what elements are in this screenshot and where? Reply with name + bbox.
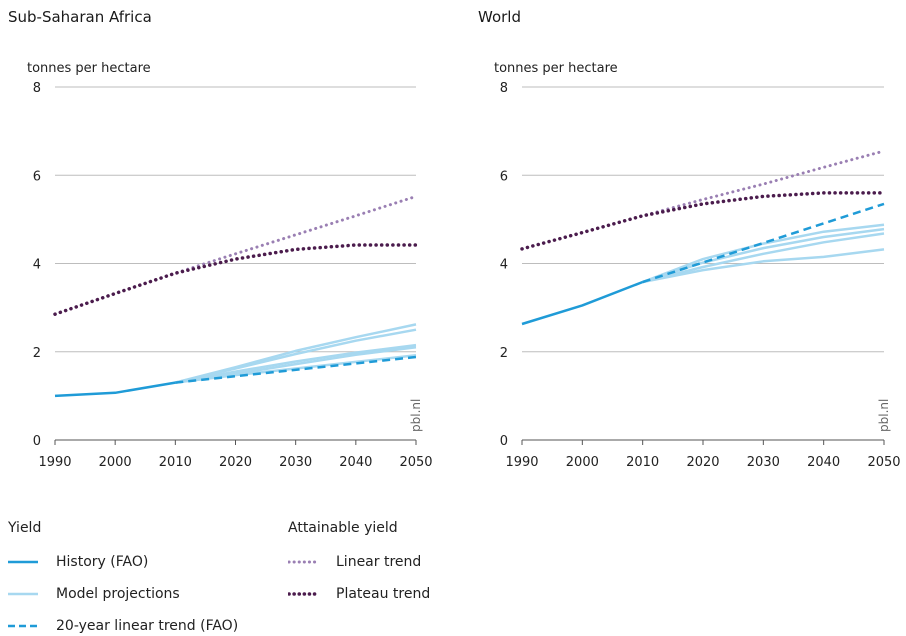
y-tick-label-4: 4 [500, 258, 508, 273]
legend-item-model-projections: Model projections [8, 584, 180, 604]
legend-heading-yield: Yield [8, 520, 42, 536]
legend-swatch-plateau-trend [288, 592, 318, 596]
x-tick-label-2050: 2050 [399, 455, 432, 470]
series-plateau-trend-8 [53, 243, 418, 316]
legend-label-model-projections: Model projections [56, 586, 180, 602]
legend-item-plateau-trend: Plateau trend [288, 584, 430, 604]
x-tick-label-2000: 2000 [99, 455, 132, 470]
chart-ssa: 0 2 4 6 8 1990 2000 2010 2020 2030 2040 2050 tonnes … [27, 61, 433, 470]
legend-item-linear-trend-fao: 20-year linear trend (FAO) [8, 616, 238, 636]
y-tick-label-6: 6 [500, 169, 508, 184]
series-20-year-linear-trend-fao-6 [175, 355, 417, 384]
y-tick-label-0: 0 [500, 434, 508, 449]
x-tick-label-2010: 2010 [626, 455, 659, 470]
x-tick-label-1990: 1990 [505, 455, 538, 470]
y-tick-label-2: 2 [33, 346, 41, 361]
legend-heading-attainable-yield: Attainable yield [288, 520, 398, 536]
x-tick-label-2040: 2040 [807, 455, 840, 470]
series-history-fao-0 [521, 280, 644, 326]
x-tick-label-2040: 2040 [339, 455, 372, 470]
legend-item-history: History (FAO) [8, 552, 148, 572]
series-model-projections-3 [175, 343, 417, 384]
series-model-projections-3 [642, 232, 885, 284]
series-plateau-trend-7 [520, 191, 886, 251]
chart-title-sub-saharan-africa: Sub-Saharan Africa [8, 8, 152, 26]
series-20-year-linear-trend-fao-5 [642, 202, 885, 284]
x-tick-label-2030: 2030 [279, 455, 312, 470]
legend-swatch-linear-trend [288, 560, 318, 564]
credit-label: pbl.nl [877, 399, 891, 432]
y-axis-unit-label: tonnes per hectare [494, 61, 618, 76]
legend-label-plateau-trend: Plateau trend [336, 586, 431, 602]
x-tick-label-2020: 2020 [686, 455, 719, 470]
y-axis-unit-label: tonnes per hectare [27, 61, 151, 76]
charts-canvas: 0 2 4 6 8 1990 2000 2010 2020 2030 2040 2050 tonnes … [27, 61, 901, 470]
y-tick-label-4: 4 [33, 258, 41, 273]
x-tick-label-2030: 2030 [747, 455, 780, 470]
y-tick-label-8: 8 [500, 81, 508, 96]
chart-world: 0 2 4 6 8 1990 2000 2010 2020 2030 2040 2050 tonnes … [494, 61, 901, 470]
series-model-projections-4 [642, 248, 885, 284]
legend-label-history: History (FAO) [56, 554, 149, 570]
chart-title-world: World [478, 8, 521, 26]
y-tick-label-0: 0 [33, 434, 41, 449]
legend-label-linear-trend-fao: 20-year linear trend (FAO) [56, 618, 239, 634]
legend-label-linear-trend: Linear trend [336, 554, 422, 570]
series-model-projections-2 [175, 328, 417, 384]
series-model-projections-1 [642, 223, 885, 284]
x-tick-label-2050: 2050 [867, 455, 900, 470]
legend-swatch-model-projections [8, 592, 38, 596]
x-tick-label-2010: 2010 [159, 455, 192, 470]
legend-item-linear-trend: Linear trend [288, 552, 421, 572]
x-tick-label-1990: 1990 [38, 455, 71, 470]
legend-swatch-history [8, 560, 38, 564]
series-linear-trend-7 [53, 194, 418, 316]
x-tick-label-2020: 2020 [219, 455, 252, 470]
y-tick-label-6: 6 [33, 169, 41, 184]
legend-swatch-linear-trend-fao [8, 624, 38, 628]
series-history-fao-0 [54, 381, 176, 398]
x-tick-label-2000: 2000 [566, 455, 599, 470]
y-tick-label-2: 2 [500, 346, 508, 361]
y-tick-label-8: 8 [33, 81, 41, 96]
credit-label: pbl.nl [409, 399, 423, 432]
